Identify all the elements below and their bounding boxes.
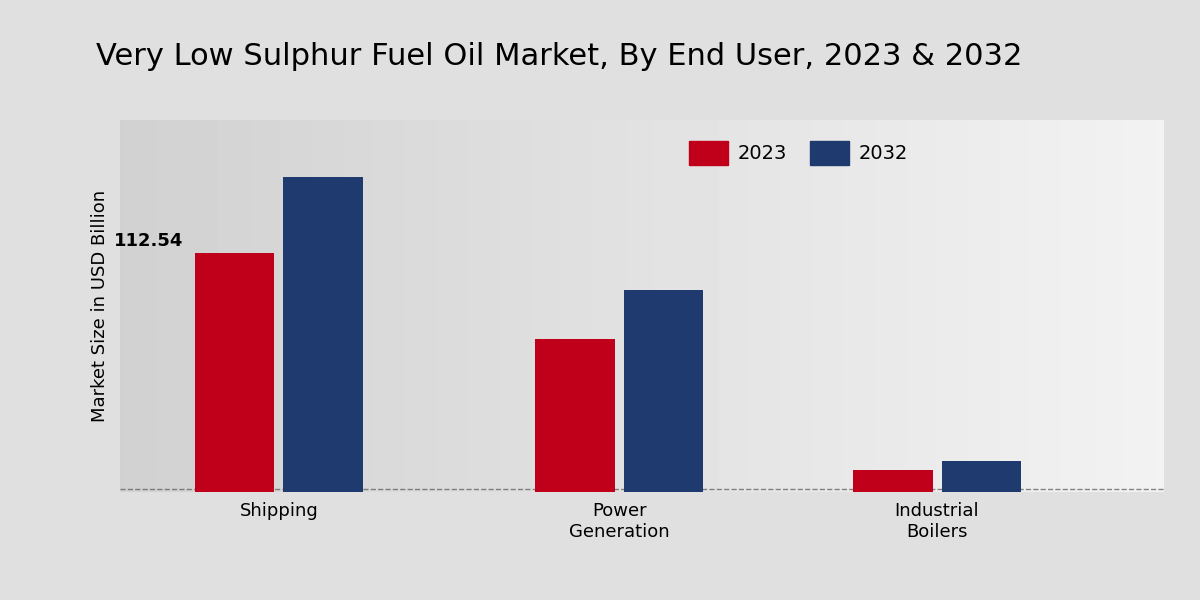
Y-axis label: Market Size in USD Billion: Market Size in USD Billion [91,190,109,422]
Text: 112.54: 112.54 [114,232,184,250]
Text: Very Low Sulphur Fuel Oil Market, By End User, 2023 & 2032: Very Low Sulphur Fuel Oil Market, By End… [96,42,1022,71]
Bar [283,178,362,492]
Bar [624,290,703,492]
Bar [853,470,932,492]
Bar [942,461,1021,492]
Bar [535,339,614,492]
Legend: 2023, 2032: 2023, 2032 [689,141,908,164]
Bar [194,253,275,492]
